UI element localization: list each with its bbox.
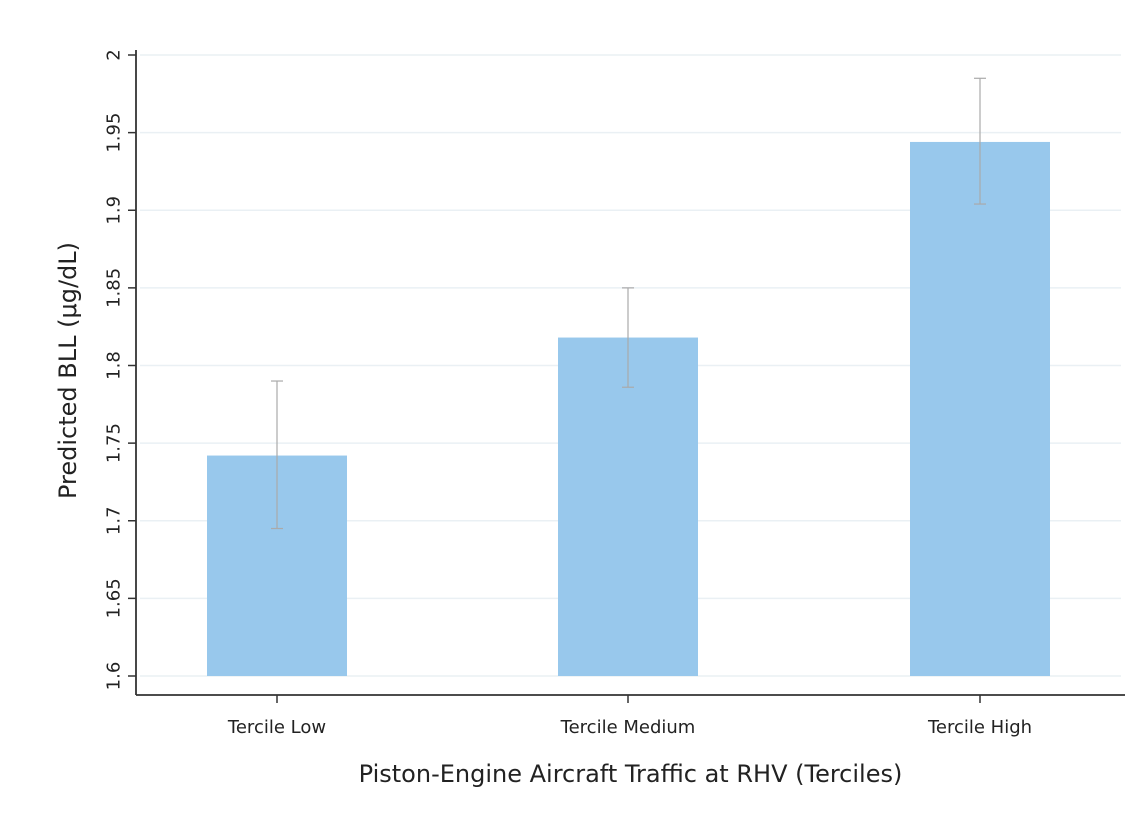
y-tick-label: 1.9 bbox=[104, 196, 125, 225]
x-ticks: Tercile Low Tercile Medium Tercile High bbox=[227, 695, 1032, 738]
x-tick-label: Tercile High bbox=[927, 717, 1032, 738]
y-axis-title: Predicted BLL (μg/dL) bbox=[54, 242, 82, 499]
y-tick-label: 1.6 bbox=[104, 662, 125, 691]
y-tick-label: 2 bbox=[104, 49, 125, 60]
x-tick-label: Tercile Low bbox=[227, 717, 326, 738]
y-tick-label: 1.95 bbox=[104, 113, 125, 153]
bar bbox=[910, 141, 1050, 676]
x-tick-label: Tercile Medium bbox=[560, 717, 696, 738]
bar bbox=[558, 337, 698, 676]
y-tick-label: 1.8 bbox=[104, 351, 125, 380]
x-axis-title: Piston-Engine Aircraft Traffic at RHV (T… bbox=[359, 760, 903, 788]
y-tick-label: 1.65 bbox=[104, 578, 125, 618]
error-bars bbox=[271, 77, 986, 530]
y-tick-label: 1.75 bbox=[104, 423, 125, 463]
y-tick-label: 1.7 bbox=[104, 506, 125, 535]
y-tick-label: 1.85 bbox=[104, 268, 125, 308]
bars bbox=[207, 141, 1050, 676]
y-ticks: 1.6 1.65 1.7 1.75 1.8 1.85 1.9 1.95 2 bbox=[104, 49, 136, 691]
